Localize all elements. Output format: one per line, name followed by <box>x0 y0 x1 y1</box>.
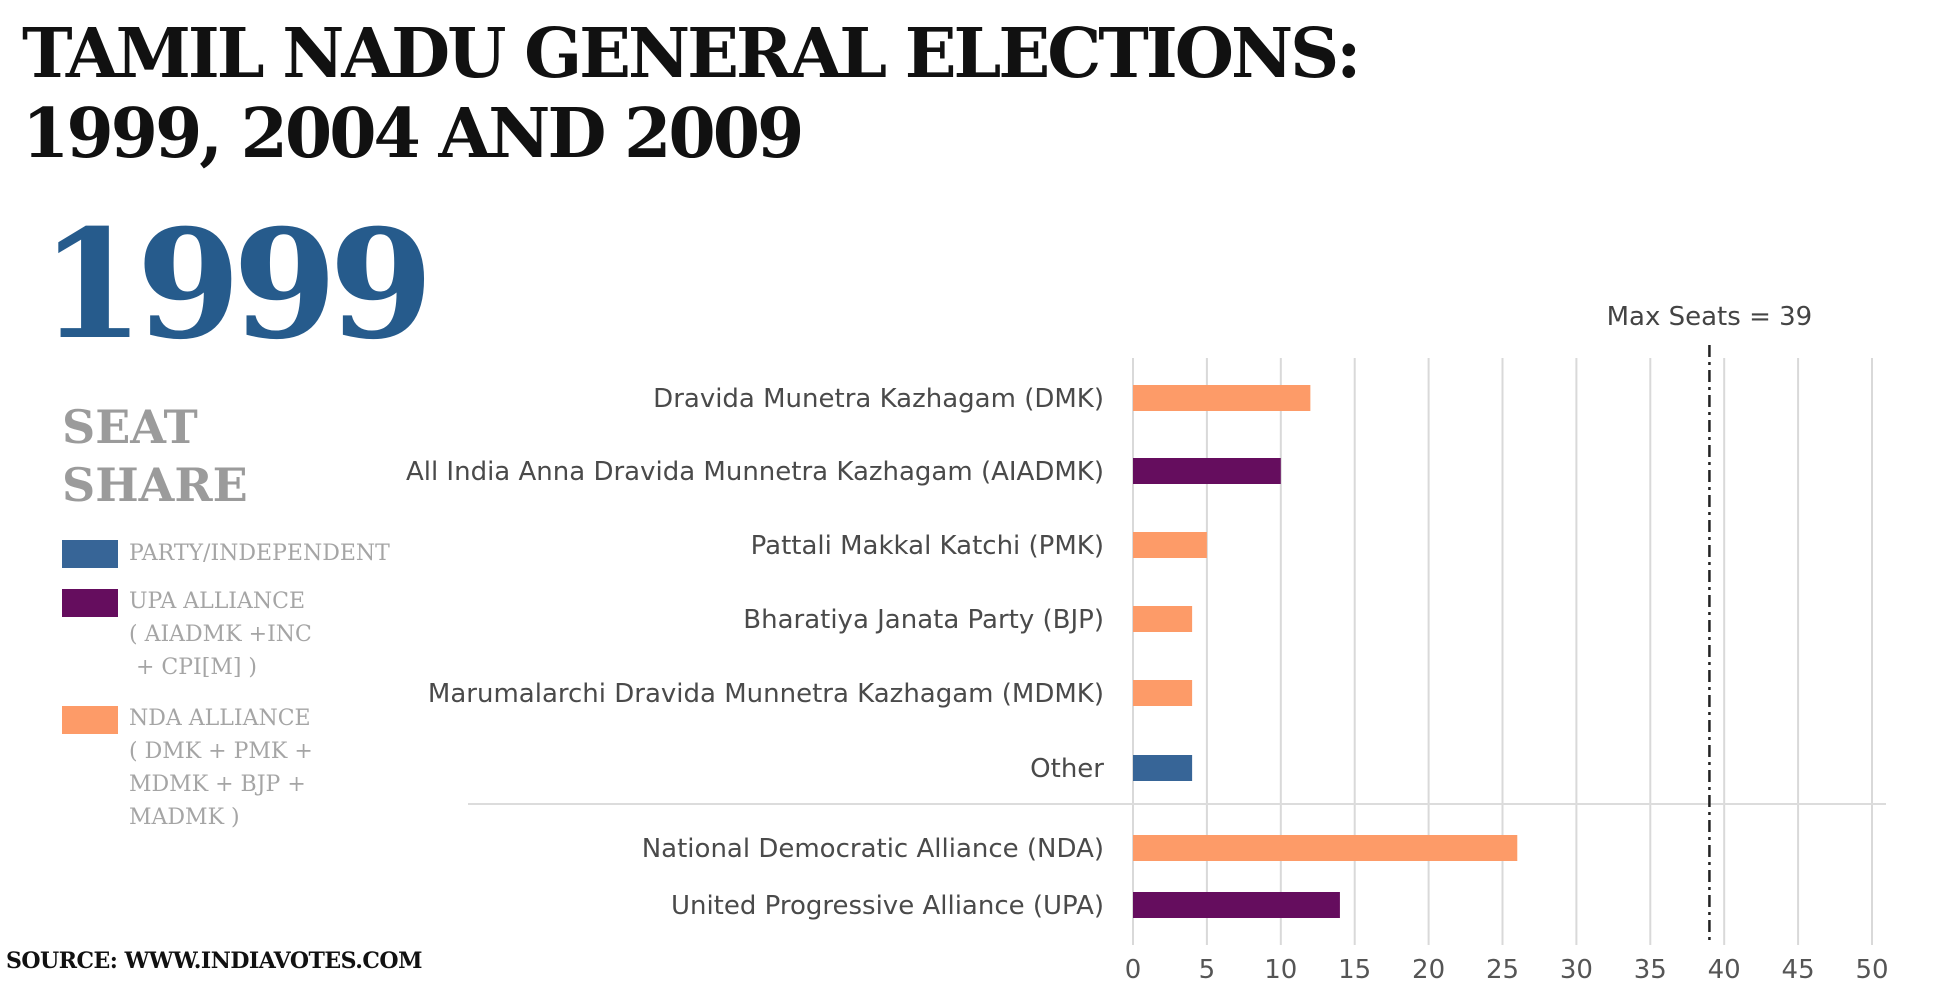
legend-swatch-upa-alliance <box>62 589 118 617</box>
category-label: National Democratic Alliance (NDA) <box>642 834 1104 864</box>
legend-text-upa-alliance: UPA ALLIANCE ( AIADMK +INC + CPI[M] ) <box>129 585 419 684</box>
title-line-2: 1999, 2004 AND 2009 <box>22 94 804 174</box>
x-tick-label: 45 <box>1782 955 1815 985</box>
legend-text-nda-alliance: NDA ALLIANCE ( DMK + PMK + MDMK + BJP + … <box>129 702 419 834</box>
category-label: Dravida Munetra Kazhagam (DMK) <box>653 384 1104 414</box>
title-line-1: TAMIL NADU GENERAL ELECTIONS: <box>22 14 1361 94</box>
seat-share-line-2: SHARE <box>62 458 248 512</box>
x-tick-label: 10 <box>1264 955 1297 985</box>
x-tick-label: 20 <box>1412 955 1445 985</box>
seat-share-line-1: SEAT <box>62 400 198 454</box>
legend-line: NDA ALLIANCE <box>129 706 311 731</box>
bar <box>1133 755 1193 781</box>
legend-text-party-independent: PARTY/INDEPENDENT <box>129 537 419 570</box>
category-label: Other <box>1030 754 1104 784</box>
legend-line: + CPI[M] ) <box>129 655 258 680</box>
category-label: Pattali Makkal Katchi (PMK) <box>751 531 1104 561</box>
legend-swatch-nda-alliance <box>62 706 118 734</box>
max-seats-label: Max Seats = 39 <box>1607 302 1813 332</box>
legend-line: UPA ALLIANCE <box>129 589 306 614</box>
x-tick-label: 25 <box>1486 955 1519 985</box>
category-label: Marumalarchi Dravida Munnetra Kazhagam (… <box>428 679 1104 709</box>
bar <box>1133 892 1340 918</box>
legend-line: MDMK + BJP + <box>129 772 306 797</box>
page-title: TAMIL NADU GENERAL ELECTIONS: 1999, 2004… <box>22 14 1361 174</box>
x-tick-label: 5 <box>1199 955 1216 985</box>
year-heading: 1999 <box>40 197 433 373</box>
x-tick-label: 35 <box>1634 955 1667 985</box>
legend-line: ( DMK + PMK + <box>129 739 313 764</box>
seat-share-heading: SEAT SHARE <box>62 398 248 514</box>
legend-swatch-party-independent <box>62 540 118 568</box>
x-tick-label: 50 <box>1855 955 1888 985</box>
legend-line: PARTY/INDEPENDENT <box>129 541 390 566</box>
category-label: All India Anna Dravida Munnetra Kazhagam… <box>406 457 1104 487</box>
bar <box>1133 680 1193 706</box>
category-label: United Progressive Alliance (UPA) <box>671 891 1104 921</box>
bar <box>1133 835 1518 861</box>
x-tick-label: 0 <box>1125 955 1142 985</box>
legend-line: MADMK ) <box>129 805 240 830</box>
x-tick-label: 15 <box>1338 955 1371 985</box>
source-note: SOURCE: WWW.INDIAVOTES.COM <box>6 948 422 974</box>
bar <box>1133 532 1207 558</box>
x-tick-label: 40 <box>1708 955 1741 985</box>
x-tick-label: 30 <box>1560 955 1593 985</box>
legend-line: ( AIADMK +INC <box>129 622 312 647</box>
bar <box>1133 385 1311 411</box>
bar <box>1133 606 1193 632</box>
category-label: Bharatiya Janata Party (BJP) <box>743 605 1104 635</box>
bar <box>1133 458 1281 484</box>
